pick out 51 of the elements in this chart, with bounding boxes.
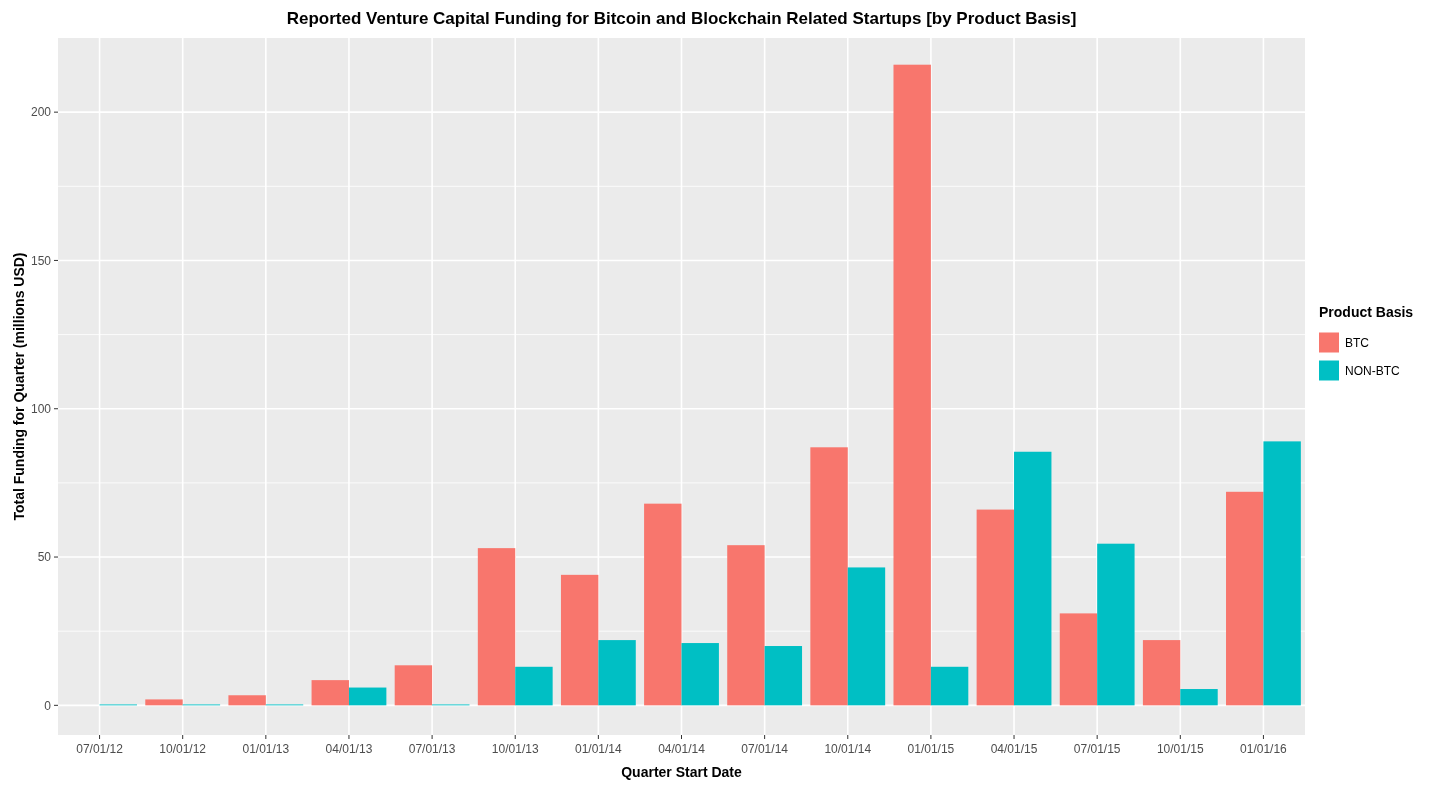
x-tick-label: 07/01/15 [1073,742,1121,756]
x-tick-label: 10/01/13 [491,742,539,756]
bar [810,447,848,706]
y-tick-label: 100 [30,401,52,416]
x-tick-label: 01/01/13 [242,742,290,756]
bar [1180,689,1218,706]
bar [1014,451,1052,706]
x-tick-label: 01/01/15 [907,742,955,756]
x-tick-label: 10/01/15 [1156,742,1204,756]
x-tick-label: 07/01/12 [76,742,124,756]
x-axis-title: Quarter Start Date [621,764,743,780]
bar [847,567,886,706]
legend-label: NON-BTC [1345,363,1400,378]
bar [515,666,553,706]
bar [598,640,636,706]
x-tick-label: 07/01/14 [741,742,789,756]
bar [394,665,433,706]
bar [644,503,682,706]
bar [727,545,765,706]
bar [560,574,599,706]
legend-label: BTC [1345,335,1370,350]
bar [1142,640,1181,706]
bar [1226,491,1264,706]
bar [477,548,516,706]
bar [311,680,349,706]
bar [893,64,931,706]
bar [228,695,266,706]
x-tick-label: 01/01/16 [1240,742,1288,756]
legend-title: Product Basis [1319,303,1414,320]
x-tick-label: 04/01/15 [990,742,1038,756]
y-axis-title: Total Funding for Quarter (millions USD) [11,252,27,521]
y-tick-label: 50 [37,550,52,565]
bar [681,643,719,706]
x-tick-label: 10/01/14 [824,742,872,756]
y-tick-label: 0 [44,698,52,713]
bar [1097,543,1135,706]
bar [764,646,803,706]
y-tick-label: 150 [30,253,52,268]
bar [348,687,387,706]
y-tick-label: 200 [30,105,52,120]
x-tick-label: 07/01/13 [408,742,456,756]
bar [930,666,969,706]
bar [976,509,1015,706]
chart-title: Reported Venture Capital Funding for Bitcoin and Blockchain Related Startups [by Product Basis] [286,9,1077,28]
bar [1263,441,1301,706]
bar [1059,613,1098,706]
bar [145,699,183,706]
x-tick-label: 01/01/14 [575,742,623,756]
x-tick-label: 04/01/14 [658,742,706,756]
x-tick-label: 04/01/13 [325,742,373,756]
x-tick-label: 10/01/12 [159,742,207,756]
